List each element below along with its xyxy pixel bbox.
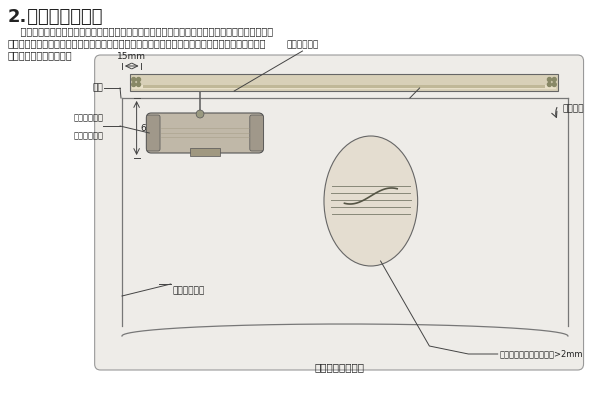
Bar: [144, 85, 545, 88]
Circle shape: [552, 82, 556, 86]
Text: 引线: 引线: [93, 84, 103, 93]
Text: 开门方向: 开门方向: [562, 105, 584, 114]
Text: 60mm: 60mm: [141, 124, 169, 133]
Text: 摆臂此处要过门扇最上边>2mm: 摆臂此处要过门扇最上边>2mm: [499, 350, 583, 358]
Text: 闭门器滑槽沿门框下边沿水平安装，安装时确保门扇处于关闭状态，参照拉门面安装位置如下图确: 闭门器滑槽沿门框下边沿水平安装，安装时确保门扇处于关闭状态，参照拉门面安装位置如…: [8, 26, 273, 36]
Text: 调节阀应当朝铰链方向。: 调节阀应当朝铰链方向。: [8, 50, 73, 60]
Text: 手动关门按钮: 手动关门按钮: [287, 40, 319, 49]
Ellipse shape: [324, 136, 418, 266]
Bar: [130, 74, 558, 91]
Circle shape: [136, 78, 141, 82]
Circle shape: [552, 78, 556, 82]
Text: 保持水平: 保持水平: [421, 84, 443, 93]
Bar: [132, 85, 556, 89]
FancyBboxPatch shape: [147, 115, 160, 151]
Circle shape: [132, 82, 136, 86]
FancyBboxPatch shape: [147, 113, 263, 153]
Circle shape: [548, 78, 551, 82]
Text: 拉门面安装时: 拉门面安装时: [73, 113, 103, 122]
FancyBboxPatch shape: [94, 55, 584, 370]
Circle shape: [196, 110, 204, 118]
Circle shape: [548, 82, 551, 86]
Circle shape: [136, 82, 141, 86]
Text: 调节阀朝铰链: 调节阀朝铰链: [73, 131, 103, 140]
Circle shape: [132, 78, 136, 82]
Bar: [191, 148, 219, 156]
Text: 定具体位置。将连杆套入闭门器主体转轴并固定，要注意闭门器主体中调速阀的方向，拉门面安装时: 定具体位置。将连杆套入闭门器主体转轴并固定，要注意闭门器主体中调速阀的方向，拉门…: [8, 38, 266, 48]
Text: 2.: 2.: [8, 8, 27, 26]
FancyBboxPatch shape: [250, 115, 263, 151]
Text: 门框铰链一侧: 门框铰链一侧: [172, 286, 205, 295]
Text: 拉门面安装方法: 拉门面安装方法: [22, 8, 103, 26]
Text: 15mm: 15mm: [117, 52, 146, 61]
Text: 拉门面安装示意图: 拉门面安装示意图: [314, 362, 364, 372]
